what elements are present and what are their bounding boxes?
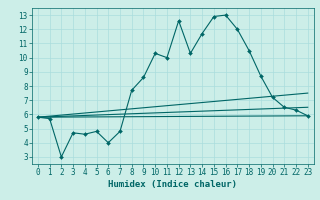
X-axis label: Humidex (Indice chaleur): Humidex (Indice chaleur) bbox=[108, 180, 237, 189]
